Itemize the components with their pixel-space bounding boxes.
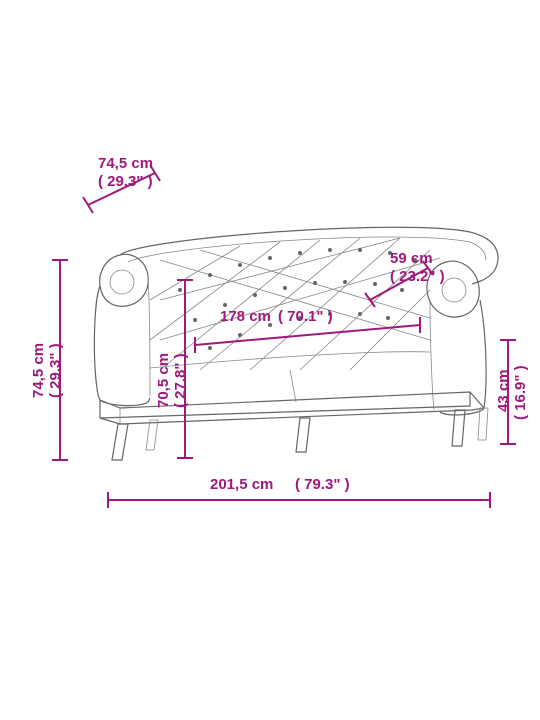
label-seat-depth-cm: 59 cm xyxy=(390,250,433,267)
label-depth-cm: 74,5 cm xyxy=(98,155,153,172)
dimension-diagram: 74,5 cm ( 29.3" ) 74,5 cm ( 29.3" ) 70,5… xyxy=(0,0,540,720)
drawing-svg xyxy=(0,0,540,720)
label-depth-in: ( 29.3" ) xyxy=(98,173,153,190)
label-seat-height-in: ( 16.9" ) xyxy=(512,365,529,420)
label-total-height-cm: 74,5 cm xyxy=(30,343,47,398)
label-seat-width-in: ( 70.1" ) xyxy=(278,308,333,325)
label-total-width-in: ( 79.3" ) xyxy=(295,476,350,493)
sofa-outline xyxy=(94,227,498,460)
label-back-height-cm: 70,5 cm xyxy=(155,353,172,408)
label-seat-depth-in: ( 23.2" ) xyxy=(390,268,445,285)
label-seat-width-cm: 178 cm xyxy=(220,308,271,325)
label-total-height-in: ( 29.3" ) xyxy=(47,343,64,398)
dim-total-width xyxy=(108,492,490,508)
label-back-height-in: ( 27.8" ) xyxy=(172,353,189,408)
label-seat-height-cm: 43 cm xyxy=(495,369,512,412)
label-total-width-cm: 201,5 cm xyxy=(210,476,273,493)
